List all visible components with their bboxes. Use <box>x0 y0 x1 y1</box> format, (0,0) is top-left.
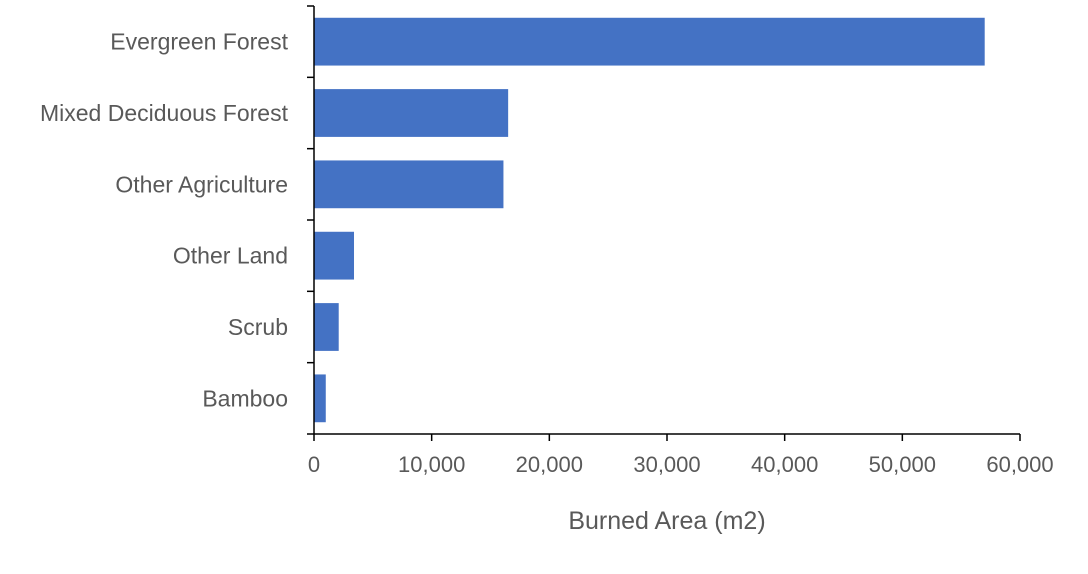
axes-layer <box>307 5 1021 441</box>
bar-evergreen-forest <box>314 17 985 66</box>
x-tick-label: 30,000 <box>633 452 700 477</box>
bars-layer <box>314 17 985 423</box>
bar-other-land <box>314 231 355 280</box>
x-axis-title: Burned Area (m2) <box>568 507 765 535</box>
x-tick-label: 40,000 <box>751 452 818 477</box>
labels-layer: Evergreen Forest Mixed Deciduous Forest Ot… <box>40 29 1054 477</box>
category-label-bamboo: Bamboo <box>202 385 288 411</box>
x-tick-label: 60,000 <box>986 452 1053 477</box>
category-label-other-land: Other Land <box>173 243 288 269</box>
x-tick-label: 0 <box>308 452 320 477</box>
x-tick-label: 50,000 <box>869 452 936 477</box>
category-label-scrub: Scrub <box>228 314 288 340</box>
bar-bamboo <box>314 374 326 423</box>
x-tick-label: 20,000 <box>516 452 583 477</box>
bar-scrub <box>314 303 339 351</box>
category-label-evergreen-forest: Evergreen Forest <box>110 29 288 55</box>
bar-other-agriculture <box>314 160 504 209</box>
bar-mixed-deciduous-forest <box>314 89 509 137</box>
x-tick-label: 10,000 <box>398 452 465 477</box>
category-label-other-agriculture: Other Agriculture <box>115 171 288 197</box>
category-label-mixed-deciduous-forest: Mixed Deciduous Forest <box>40 100 289 126</box>
